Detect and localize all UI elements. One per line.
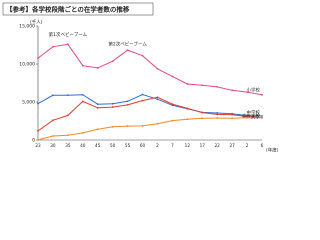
series-label: 小学校 [247, 86, 261, 93]
series-point [111, 60, 114, 63]
series-point [37, 139, 39, 141]
x-unit: (年度) [266, 147, 279, 154]
series-label: 中学校 [247, 109, 261, 116]
series-point [246, 91, 248, 94]
x-tick-label: 45 [95, 143, 101, 148]
series-point [66, 114, 69, 117]
x-tick-label: 40 [80, 143, 86, 148]
series-point [231, 117, 234, 120]
x-tick-label: 30 [50, 143, 56, 148]
series-point [156, 96, 159, 99]
page: {"chart_data": {"type": "line", "title":… [2, 2, 279, 154]
series-point [81, 131, 84, 134]
series-point [37, 57, 39, 60]
title-box [2, 2, 154, 16]
series-point [96, 103, 99, 106]
series-point [81, 93, 84, 96]
series-line [37, 96, 263, 132]
series-point [37, 129, 39, 132]
annotation: 第1次ベビーブーム [49, 31, 88, 38]
series-point [261, 93, 263, 96]
series-point [216, 113, 219, 116]
x-tick-label: 2 [246, 143, 249, 148]
series-point [231, 113, 234, 116]
series-point [141, 99, 144, 102]
series-point [141, 93, 144, 96]
y-tick-label: 5,000 [22, 100, 35, 106]
series-point [171, 75, 174, 78]
y-tick-label: 10,000 [19, 62, 35, 68]
series-point [52, 45, 54, 48]
series-point [156, 122, 159, 125]
x-tick-label: 35 [65, 143, 71, 148]
series-point [66, 134, 69, 137]
series-point [52, 94, 54, 97]
x-tick-label: 6 [261, 143, 264, 148]
series-point [52, 119, 54, 122]
series-point [171, 103, 174, 105]
series-point [231, 89, 234, 92]
series-point [96, 106, 99, 109]
series-point [246, 115, 248, 118]
x-tick-label: 2 [156, 143, 159, 148]
series-point [81, 100, 84, 103]
series-point [186, 83, 189, 85]
series-line [37, 117, 263, 141]
series-label: 高等学校 [242, 112, 260, 119]
series-point [216, 117, 219, 119]
series-point [96, 66, 99, 69]
series-line [37, 43, 263, 96]
series-point [37, 102, 39, 105]
series-point [126, 103, 129, 106]
series-point [96, 128, 99, 131]
series-point [261, 116, 263, 119]
series-point [111, 125, 114, 128]
chart-title: 【参考】各学校段階ごとの在学者数の推移 [6, 5, 130, 14]
series-point [201, 111, 204, 114]
series-point [201, 84, 204, 87]
x-tick-label: 22 [215, 143, 221, 148]
series-point [216, 85, 219, 88]
x-tick-label: 17 [200, 143, 206, 148]
series-point [111, 106, 114, 108]
series-point [52, 135, 54, 137]
series-point [171, 119, 174, 122]
x-tick-label: 60 [140, 143, 146, 148]
series-point [261, 115, 263, 117]
series-point [201, 117, 204, 120]
y-tick-label: 15,000 [19, 24, 35, 30]
x-tick-label: 23 [35, 143, 41, 148]
y-tick-label: 0 [32, 138, 35, 144]
x-tick-label: 50 [110, 143, 116, 148]
x-tick-label: 7 [171, 143, 174, 148]
x-tick-label: 27 [229, 143, 235, 148]
annotation: 第2次ベビーブーム [108, 41, 147, 48]
series-point [141, 125, 144, 127]
series-point [156, 98, 159, 101]
series-point [246, 116, 248, 119]
series-point [141, 54, 144, 57]
series-point [66, 94, 69, 97]
series-point [186, 107, 189, 110]
y-unit: (千人) [30, 19, 43, 26]
series-point [216, 112, 219, 114]
chart: 【参考】各学校段階ごとの在学者数の推移 (千人) (年度) 0 5,000 10,0… [2, 2, 279, 154]
series-point [111, 102, 114, 105]
series-point [126, 49, 129, 52]
x-tick-label: 55 [125, 143, 131, 148]
series-point [66, 43, 69, 46]
x-tick-label: 12 [185, 143, 191, 148]
series-point [186, 118, 189, 121]
series-point [126, 125, 129, 127]
series-point [126, 100, 129, 103]
series-point [156, 67, 159, 70]
series-label: 大学 [251, 114, 260, 121]
series-line [37, 93, 263, 117]
series-point [81, 64, 84, 67]
